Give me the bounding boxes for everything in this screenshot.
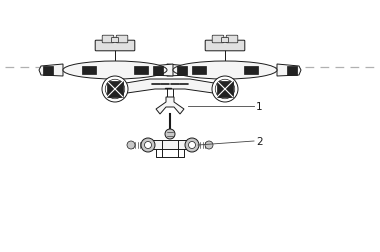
Polygon shape [120, 80, 220, 94]
FancyBboxPatch shape [212, 36, 224, 44]
Circle shape [212, 77, 238, 103]
Bar [177, 67, 187, 76]
Polygon shape [149, 65, 173, 77]
Bar [107, 82, 123, 98]
Polygon shape [167, 65, 191, 77]
FancyBboxPatch shape [226, 36, 238, 44]
Polygon shape [277, 65, 301, 77]
Circle shape [102, 77, 128, 103]
Bar [43, 67, 53, 76]
FancyBboxPatch shape [95, 41, 135, 52]
Circle shape [141, 138, 155, 152]
Bar [153, 67, 163, 76]
Circle shape [127, 141, 135, 149]
Bar [82, 67, 96, 75]
Bar [287, 67, 297, 76]
Ellipse shape [63, 62, 167, 80]
Polygon shape [156, 98, 184, 115]
FancyBboxPatch shape [144, 141, 195, 150]
FancyBboxPatch shape [111, 38, 119, 43]
Polygon shape [39, 65, 63, 77]
Bar [217, 82, 233, 98]
FancyBboxPatch shape [205, 41, 245, 52]
Text: 1: 1 [256, 102, 263, 112]
Bar [192, 67, 206, 75]
Circle shape [205, 141, 213, 149]
Bar [134, 67, 148, 75]
FancyBboxPatch shape [222, 38, 228, 43]
Bar [244, 67, 258, 75]
FancyBboxPatch shape [116, 36, 128, 44]
FancyBboxPatch shape [102, 36, 114, 44]
Circle shape [144, 142, 152, 149]
Text: 2: 2 [256, 137, 263, 146]
Circle shape [165, 130, 175, 139]
Ellipse shape [173, 62, 277, 80]
Circle shape [185, 138, 199, 152]
Circle shape [188, 142, 195, 149]
